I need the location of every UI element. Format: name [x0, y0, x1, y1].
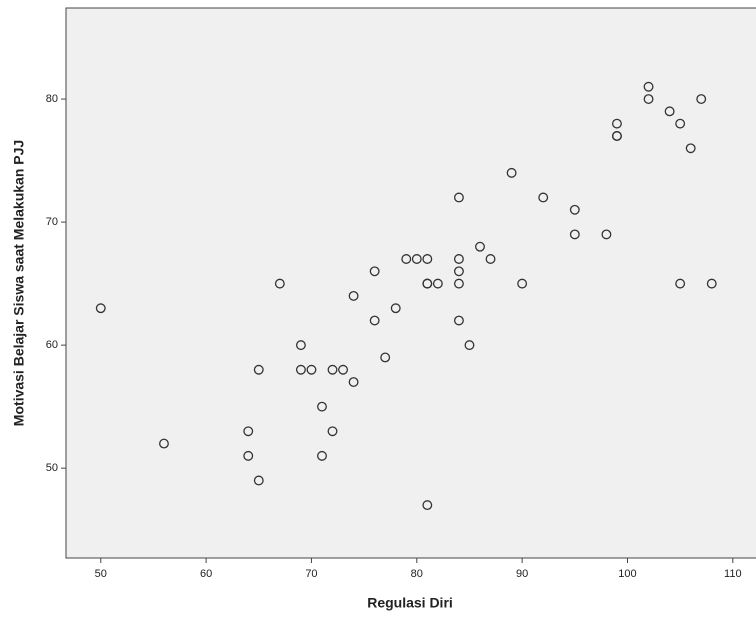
point	[390, 303, 401, 314]
point	[243, 450, 254, 461]
point	[295, 340, 306, 351]
point	[685, 143, 696, 154]
point	[317, 450, 327, 461]
point	[306, 364, 317, 375]
point	[411, 254, 422, 264]
point	[643, 94, 654, 105]
point	[696, 94, 707, 105]
point	[453, 254, 464, 264]
point	[664, 106, 675, 117]
plot-area	[65, 7, 756, 559]
y-tick-label: 50	[46, 462, 58, 474]
point	[453, 315, 464, 326]
point	[453, 192, 464, 203]
x-tick-label: 100	[618, 568, 636, 580]
point	[253, 475, 264, 486]
x-tick-label: 70	[305, 568, 317, 580]
point	[338, 364, 349, 375]
y-axis-title: Motivasi Belajar Siswa saat Melakukan PJ…	[11, 140, 27, 426]
point	[317, 401, 327, 412]
point	[348, 290, 359, 301]
point	[380, 352, 391, 363]
point	[675, 278, 686, 289]
point	[327, 426, 338, 437]
x-tick-label: 50	[95, 568, 107, 580]
point	[475, 241, 485, 252]
point	[517, 278, 528, 289]
point	[601, 229, 612, 240]
point	[453, 278, 464, 289]
point	[369, 266, 380, 277]
point	[401, 254, 412, 264]
point	[348, 377, 359, 387]
point	[569, 229, 580, 240]
point	[422, 500, 433, 511]
point	[422, 278, 433, 289]
point	[274, 278, 285, 289]
point	[327, 364, 338, 375]
point	[706, 278, 717, 289]
point	[643, 81, 654, 92]
point	[369, 315, 380, 326]
point	[611, 131, 622, 141]
y-tick-label: 80	[46, 93, 58, 105]
x-tick-label: 90	[516, 568, 528, 580]
point	[538, 192, 549, 203]
point	[485, 254, 496, 264]
x-axis-title: Regulasi Diri	[367, 595, 453, 611]
point	[464, 340, 475, 351]
x-tick-label: 60	[200, 568, 212, 580]
point	[253, 364, 264, 375]
x-tick-label: 110	[724, 568, 742, 580]
point	[432, 278, 443, 289]
point	[675, 118, 686, 129]
x-tick-label: 80	[411, 568, 423, 580]
point	[295, 364, 306, 375]
point	[422, 254, 433, 264]
point	[159, 438, 169, 449]
point	[611, 118, 622, 129]
point	[506, 167, 517, 178]
point	[95, 303, 106, 314]
y-tick-label: 70	[46, 216, 58, 228]
point	[243, 426, 254, 437]
point	[453, 266, 464, 277]
point	[569, 204, 580, 215]
y-tick-label: 60	[46, 339, 58, 351]
